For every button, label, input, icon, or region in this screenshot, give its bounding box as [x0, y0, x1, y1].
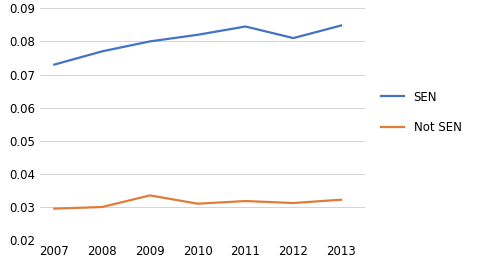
SEN: [338, 24, 344, 27]
Legend: SEN, Not SEN: SEN, Not SEN: [380, 91, 462, 134]
Line: SEN: SEN: [54, 25, 341, 65]
SEN: [290, 36, 296, 40]
SEN: [52, 63, 58, 66]
Not SEN: [290, 201, 296, 205]
SEN: [194, 33, 200, 36]
Not SEN: [147, 194, 153, 197]
SEN: [242, 25, 248, 28]
SEN: [147, 40, 153, 43]
Not SEN: [338, 198, 344, 201]
Not SEN: [99, 205, 105, 209]
Not SEN: [194, 202, 200, 205]
SEN: [99, 50, 105, 53]
Not SEN: [52, 207, 58, 210]
Line: Not SEN: Not SEN: [54, 195, 341, 209]
Not SEN: [242, 199, 248, 203]
